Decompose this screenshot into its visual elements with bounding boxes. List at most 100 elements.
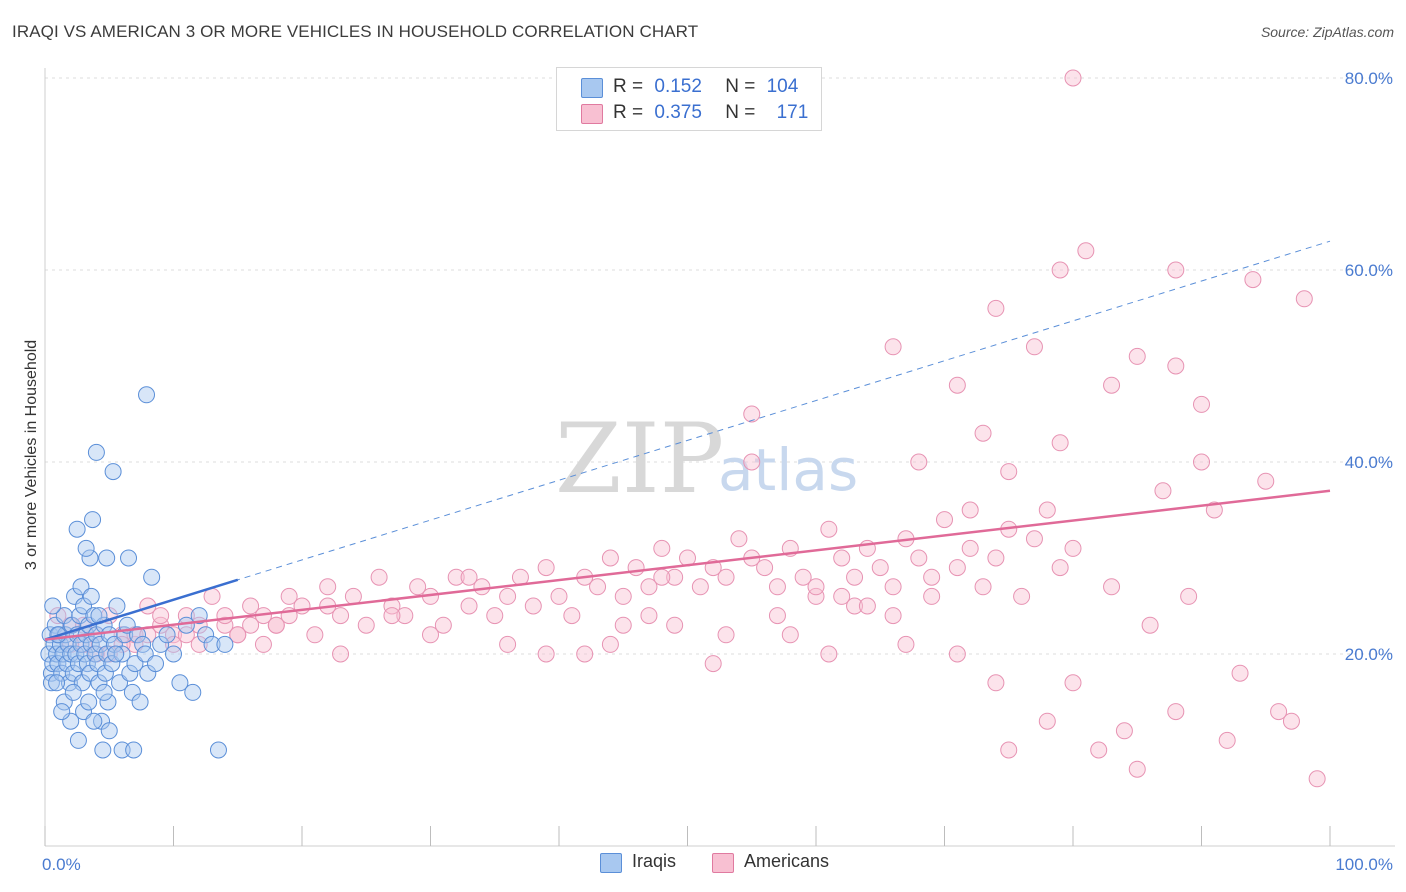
point-american [1282,712,1300,730]
point-iraqi [96,664,114,682]
point-american [897,635,915,653]
point-american [332,607,350,625]
point-american [704,655,722,673]
point-american [576,645,594,663]
legend-swatch-iraqis [581,78,603,98]
legend-r-label: R = [613,76,644,97]
point-american [434,616,452,634]
bottom-legend-swatch-iraqis [600,853,622,873]
point-american [794,568,812,586]
point-american [1051,434,1069,452]
point-american [49,607,67,625]
point-iraqi [99,693,117,711]
point-american [1038,501,1056,519]
point-american [858,597,876,615]
point-american [691,578,709,596]
point-american [1103,578,1121,596]
point-american [1025,338,1043,356]
point-american [1205,501,1223,519]
point-american [974,424,992,442]
point-iraqi [120,549,138,567]
point-american [370,568,388,586]
point-american [1090,741,1108,759]
point-american [1051,261,1069,279]
point-iraqi [104,463,122,481]
point-american [1193,395,1210,413]
trendlines [44,240,1331,641]
y-axis-label: 3 or more Vehicles in Household [23,340,40,570]
point-american [601,549,619,567]
point-american [460,568,478,586]
point-iraqi [60,674,78,692]
point-american [357,616,375,634]
legend-n-value: 171 [776,102,809,123]
point-american [1218,731,1236,749]
point-american [280,587,298,605]
point-iraqi [82,587,100,605]
point-american [781,626,799,644]
point-american [1000,463,1018,481]
point-iraqi [95,683,113,701]
point-iraqi [131,693,149,711]
point-iraqi [113,645,131,663]
point-iraqi [64,683,82,701]
y-tick-label: 40.0% [1345,453,1393,472]
point-iraqi [108,597,126,615]
legend-swatch-americans [581,104,603,124]
point-american [653,539,671,557]
point-american [1077,242,1095,260]
point-american [717,626,735,644]
point-american [1193,453,1210,471]
point-american [640,578,658,596]
point-iraqi [76,645,94,663]
point-iraqi [216,635,234,653]
point-iraqi [85,712,103,730]
point-iraqi [197,626,215,644]
point-american [640,607,658,625]
point-american [409,578,427,596]
point-american [177,626,195,644]
point-american [460,597,478,615]
point-american [1244,271,1262,289]
point-iraqi [48,674,66,692]
point-american [833,549,851,567]
point-american [948,645,966,663]
point-american [152,607,170,625]
point-american [589,578,607,596]
point-american [550,587,568,605]
point-american [768,578,786,596]
point-american [563,607,581,625]
point-american [1154,482,1172,500]
point-american [1038,712,1056,730]
point-iraqi [184,683,202,701]
point-american [1064,69,1082,87]
point-american [499,635,517,653]
bottom-legend-label-iraqis: Iraqis [632,851,677,871]
y-tick-label: 60.0% [1345,261,1393,280]
point-iraqi [107,645,125,663]
watermark-zip: ZIP [555,403,724,515]
point-iraqi [171,674,189,692]
point-american [1167,261,1185,279]
point-iraqi [86,645,104,663]
point-american [1141,616,1159,634]
bottom-legend-label-americans: Americans [744,851,830,871]
point-iraqi [94,741,112,759]
point-iraqi [80,693,98,711]
point-iraqi [121,664,139,682]
legend-box: R = 0.152 N = 104 R = 0.375 N = 171 [556,67,822,131]
legend-n-value: 104 [766,76,799,97]
axes [44,68,1395,847]
point-american [1128,760,1146,778]
point-american [730,530,748,548]
point-iraqi [125,741,143,759]
chart-source: Source: ZipAtlas.com [1260,24,1394,40]
point-iraqi [190,607,208,625]
point-iraqi [69,655,87,673]
point-iraqi [129,626,147,644]
point-iraqi [44,597,62,615]
point-american [486,607,504,625]
point-american [499,587,517,605]
legend-r-value: 0.152 [654,76,702,97]
series-iraqis [40,386,234,759]
